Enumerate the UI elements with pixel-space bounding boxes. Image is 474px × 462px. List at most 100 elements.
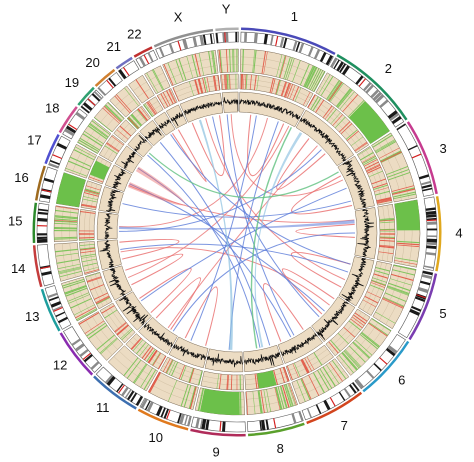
cn-tick xyxy=(131,114,142,126)
cn-tick xyxy=(114,95,131,114)
cn-tick xyxy=(362,155,376,164)
cytoband xyxy=(408,144,418,151)
cytoband xyxy=(259,420,263,431)
cn-gain-block xyxy=(200,388,240,415)
cn-tick xyxy=(227,374,229,390)
cytoband xyxy=(355,378,364,389)
cytoband xyxy=(147,52,154,63)
cn-tick xyxy=(79,247,95,251)
cn-tick xyxy=(76,308,97,321)
chr-color-arc-8 xyxy=(248,422,305,437)
cn-tick xyxy=(126,359,142,379)
cn-tick xyxy=(294,87,302,102)
link xyxy=(281,268,335,315)
cytoband xyxy=(425,210,437,216)
gridline xyxy=(331,314,366,352)
cn-tick xyxy=(163,64,174,86)
cytoband xyxy=(38,208,49,212)
gridline xyxy=(340,322,379,364)
cn-tick xyxy=(162,358,171,372)
cn-tick xyxy=(343,326,356,338)
cn-tick xyxy=(312,372,325,394)
cn-tick xyxy=(303,65,314,87)
cn-tick xyxy=(138,108,148,121)
chr-label-19: 19 xyxy=(65,75,79,90)
cn-tick xyxy=(149,372,161,394)
cytoband xyxy=(37,233,48,236)
cn-tick xyxy=(107,102,125,120)
chr-color-arc-13 xyxy=(40,288,61,332)
cn-tick xyxy=(197,78,203,94)
cytoband xyxy=(282,37,288,49)
cytoband xyxy=(338,391,346,401)
cn-tick xyxy=(197,388,204,411)
cytoband xyxy=(130,392,138,403)
cn-tick xyxy=(82,133,103,147)
cytoband xyxy=(93,91,103,100)
centromere xyxy=(166,409,171,420)
cn-tick xyxy=(330,339,341,352)
cn-tick xyxy=(274,387,281,410)
cytoband xyxy=(374,94,385,104)
cytoband xyxy=(418,174,430,180)
gridline xyxy=(203,375,244,381)
cytoband xyxy=(124,389,132,399)
cn-tick xyxy=(280,385,288,409)
cytoband xyxy=(126,390,135,401)
cn-tick xyxy=(132,363,147,384)
cytoband xyxy=(37,211,48,215)
cn-tick xyxy=(350,318,363,329)
cn-tick xyxy=(384,292,407,302)
cn-tick xyxy=(94,117,113,133)
cytoband xyxy=(43,177,55,183)
gridline xyxy=(132,81,147,92)
cn-tick xyxy=(387,285,410,294)
cn-tick xyxy=(322,366,336,387)
chr-label-17: 17 xyxy=(27,133,41,148)
chr-label-22: 22 xyxy=(127,27,141,42)
cn-tick xyxy=(335,88,351,107)
cn-tick xyxy=(370,282,385,288)
cn-tick xyxy=(379,239,395,242)
cn-tick xyxy=(70,298,92,309)
cn-tick xyxy=(146,349,156,362)
cn-tick xyxy=(186,55,194,79)
chr-color-arc-14 xyxy=(32,245,43,288)
cn-tick xyxy=(388,172,411,181)
cn-tick xyxy=(64,284,87,294)
cn-tick xyxy=(243,74,245,90)
cn-tick xyxy=(345,129,358,140)
cytoband xyxy=(40,194,51,200)
chr-color-arc-18 xyxy=(58,106,78,134)
cn-tick xyxy=(229,74,231,90)
cn-tick xyxy=(371,132,392,146)
chr-color-arc-1 xyxy=(241,27,336,56)
cytoband xyxy=(202,34,207,45)
cytoband xyxy=(138,56,146,67)
cn-tick xyxy=(80,210,96,214)
cn-tick xyxy=(58,267,82,274)
cn-tick xyxy=(128,116,140,129)
gridline xyxy=(104,307,129,340)
cn-tick xyxy=(62,278,85,287)
cn-tick xyxy=(233,49,235,73)
cytoband xyxy=(396,123,406,131)
cn-tick xyxy=(375,140,396,153)
track-bg-inner-18 xyxy=(98,134,125,163)
link xyxy=(167,145,318,329)
cytoband xyxy=(199,418,204,429)
cn-tick xyxy=(89,122,109,138)
cytoband xyxy=(306,408,312,418)
cn-tick xyxy=(89,284,105,291)
centromere xyxy=(416,294,427,299)
cytoband xyxy=(295,41,301,52)
cn-tick xyxy=(257,390,262,414)
cn-tick xyxy=(357,147,371,156)
chr-color-arc-7 xyxy=(306,391,363,425)
link xyxy=(171,129,207,183)
cn-tick xyxy=(121,329,133,341)
cytoband xyxy=(118,69,127,80)
chr-label-16: 16 xyxy=(14,170,28,185)
cn-tick xyxy=(288,383,297,406)
cn-tick xyxy=(105,143,119,153)
